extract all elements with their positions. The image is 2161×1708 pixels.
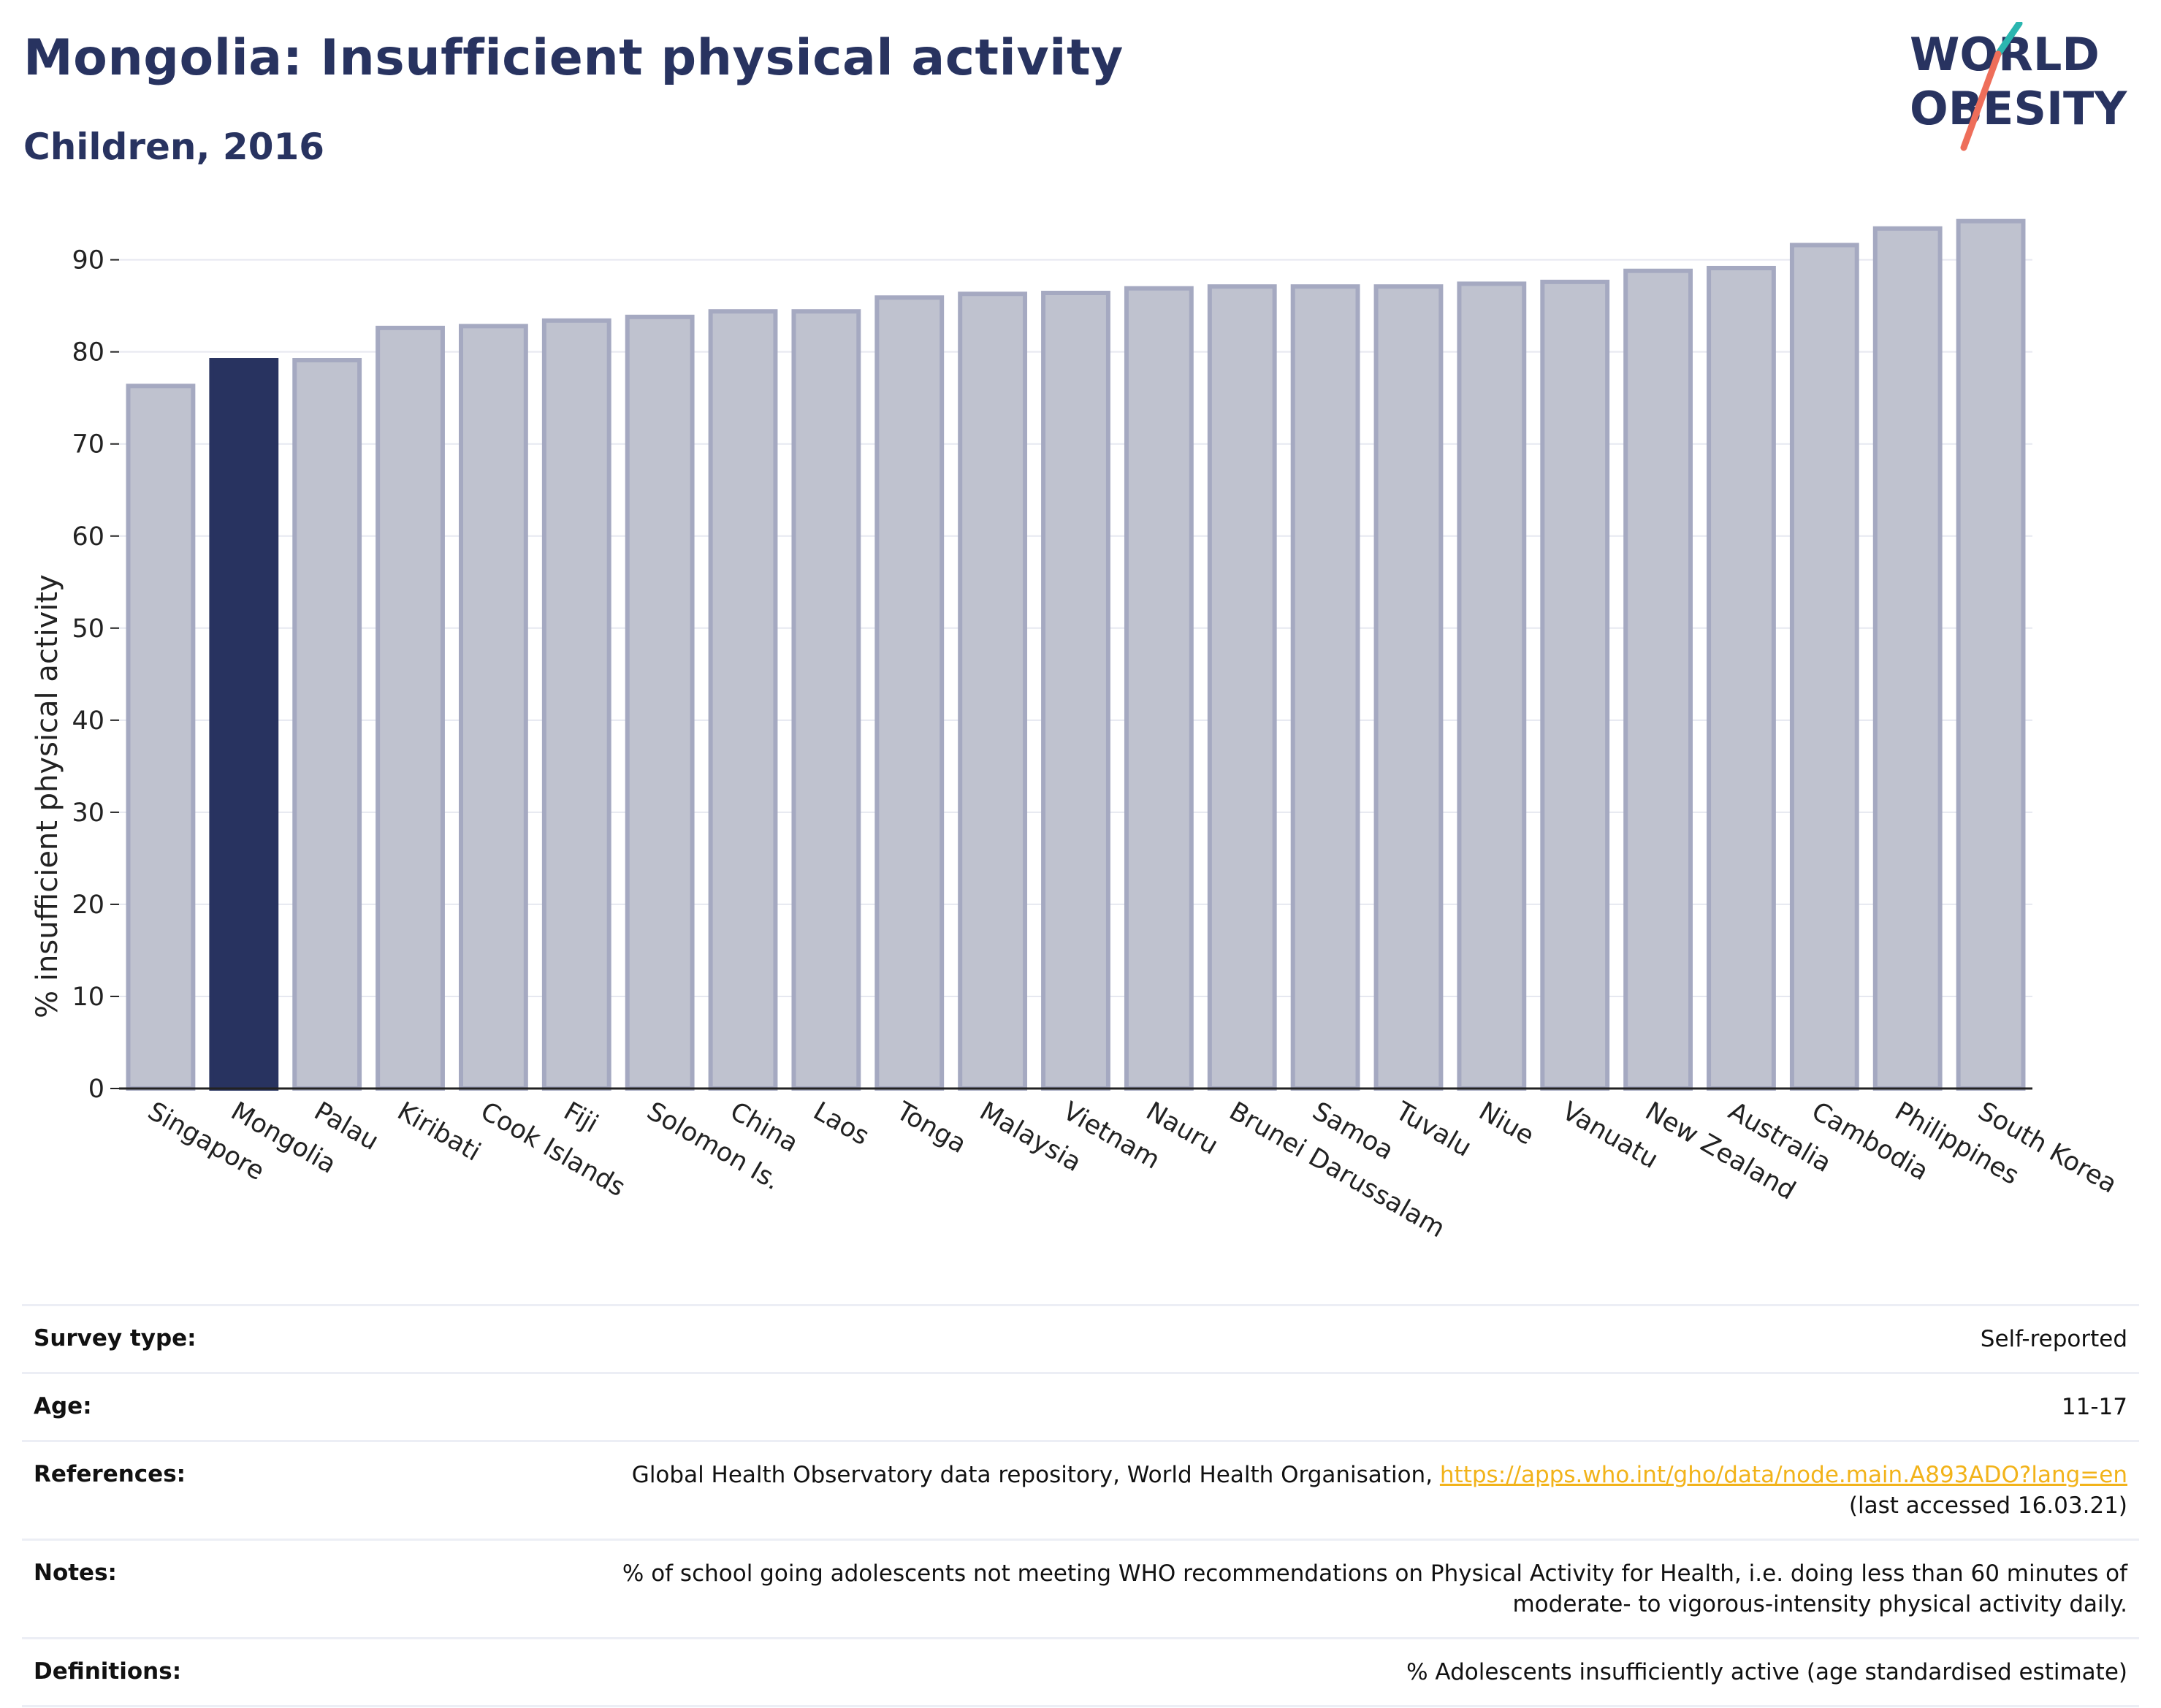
notes-value: % of school going adolescents not meetin… xyxy=(622,1558,2127,1620)
x-tick-label: Cook Islands xyxy=(476,1097,630,1202)
bar-brunei-darussalam xyxy=(1207,284,1277,1091)
bar-tuvalu xyxy=(1373,284,1444,1091)
references-accessed: (last accessed 16.03.21) xyxy=(1848,1492,2127,1519)
bar-laos xyxy=(791,309,861,1091)
definitions-value: % Adolescents insufficiently active (age… xyxy=(1406,1659,2127,1685)
bar-tonga xyxy=(874,295,945,1091)
y-tick-label: 50 xyxy=(72,614,104,644)
logo-line-world: WORLD xyxy=(1910,28,2100,81)
y-tick-label: 40 xyxy=(72,706,104,736)
x-tick-label: Kiribati xyxy=(392,1097,485,1167)
bar-cambodia xyxy=(1789,243,1859,1091)
notes-label: Notes: xyxy=(34,1560,117,1586)
meta-row-survey-type: Survey type: Self-reported xyxy=(22,1304,2139,1372)
survey-type-label: Survey type: xyxy=(34,1325,197,1351)
bar-new-zealand xyxy=(1623,268,1693,1091)
y-axis-title: % insufficient physical activity xyxy=(31,574,64,1018)
bar-philippines xyxy=(1872,226,1943,1091)
bar-kiribati xyxy=(376,325,445,1091)
bar-niue xyxy=(1457,281,1527,1091)
y-tick-label: 30 xyxy=(72,798,104,828)
age-value: 11-17 xyxy=(2061,1394,2127,1420)
bar-china xyxy=(708,309,778,1091)
page-subtitle: Children, 2016 xyxy=(23,126,325,168)
bar-chart: 0 10 20 30 40 50 60 70 80 90 SingaporeMongoliaPal… xyxy=(31,218,2122,1244)
bar-vietnam xyxy=(1041,291,1110,1091)
survey-type-value: Self-reported xyxy=(1980,1326,2127,1352)
notes-line-2: moderate- to vigorous-intensity physical… xyxy=(1512,1591,2127,1617)
meta-row-definitions: Definitions: % Adolescents insufficientl… xyxy=(22,1637,2139,1707)
bar-malaysia xyxy=(958,291,1028,1091)
bar-vanuatu xyxy=(1540,279,1610,1091)
bar-australia xyxy=(1707,265,1776,1091)
bar-cook-islands xyxy=(459,324,528,1091)
logo-line-obesity: OBESITY xyxy=(1910,82,2127,135)
x-tick-label: South Korea xyxy=(1973,1097,2122,1200)
x-tick-label: Tonga xyxy=(891,1097,971,1159)
logo-slash-coral xyxy=(1960,50,2002,151)
y-tick-label: 80 xyxy=(72,338,104,367)
page-title: Mongolia: Insufficient physical activity xyxy=(23,29,1124,87)
references-label: References: xyxy=(34,1461,186,1487)
meta-row-references: References: Global Health Observatory da… xyxy=(22,1440,2139,1539)
bar-mongolia xyxy=(209,358,279,1091)
y-tick-label: 70 xyxy=(72,430,104,460)
meta-row-notes: Notes: % of school going adolescents not… xyxy=(22,1539,2139,1637)
metadata-table: Survey type: Self-reported Age: 11-17 Re… xyxy=(22,1304,2139,1707)
meta-row-age: Age: 11-17 xyxy=(22,1372,2139,1440)
references-link[interactable]: https://apps.who.int/gho/data/node.main.… xyxy=(1439,1462,2127,1488)
age-label: Age: xyxy=(34,1393,92,1419)
y-axis-ticks: 0 10 20 30 40 50 60 70 80 90 xyxy=(72,246,119,1104)
logo-slash-teal xyxy=(1994,22,2023,58)
bar-nauru xyxy=(1124,286,1194,1091)
bar-south-korea xyxy=(1956,218,2026,1091)
references-value: Global Health Observatory data repositor… xyxy=(632,1460,2127,1521)
bar-solomon-is xyxy=(625,314,695,1091)
notes-line-1: % of school going adolescents not meetin… xyxy=(622,1560,2127,1587)
bar-palau xyxy=(292,358,362,1091)
y-tick-label: 60 xyxy=(72,522,104,552)
x-tick-label: Vanuatu xyxy=(1557,1097,1663,1175)
definitions-label: Definitions: xyxy=(34,1658,182,1685)
bar-singapore xyxy=(126,384,196,1091)
x-tick-label: Niue xyxy=(1474,1097,1539,1151)
bar-samoa xyxy=(1290,284,1360,1091)
y-tick-label: 0 xyxy=(88,1075,104,1104)
y-tick-label: 20 xyxy=(72,891,104,920)
y-tick-label: 10 xyxy=(72,983,104,1012)
x-tick-label: Fiji xyxy=(559,1097,603,1139)
x-tick-label: Laos xyxy=(808,1097,874,1151)
x-tick-label: Tuvalu xyxy=(1390,1097,1476,1163)
references-text: Global Health Observatory data repositor… xyxy=(631,1462,1440,1488)
chart-bars xyxy=(126,218,2026,1091)
y-tick-label: 90 xyxy=(72,246,104,275)
bar-fiji xyxy=(541,318,611,1091)
world-obesity-logo: WORLD OBESITY xyxy=(1910,22,2127,151)
